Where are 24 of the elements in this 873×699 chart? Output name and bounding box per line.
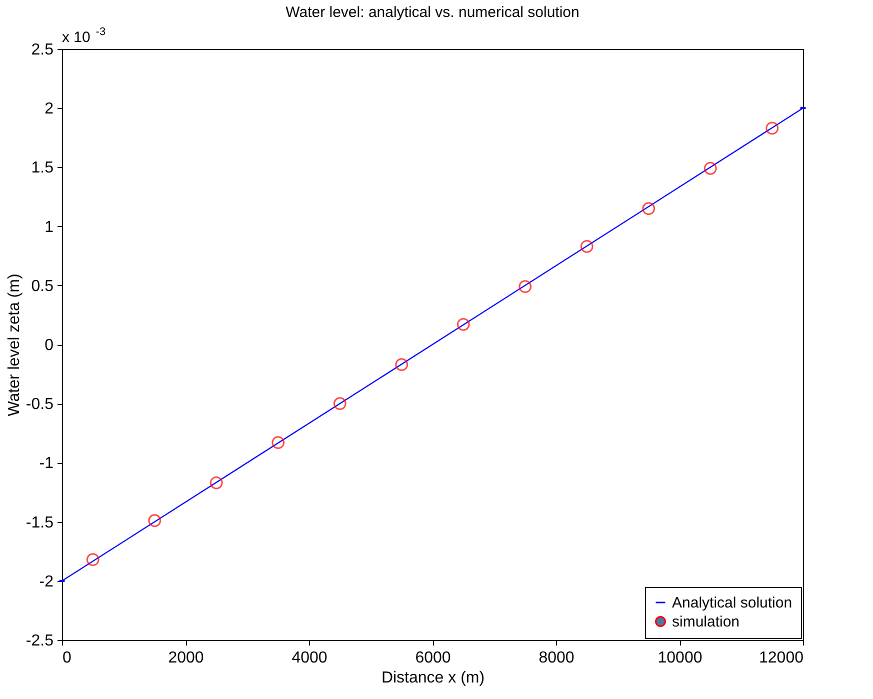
text: x 10-3 bbox=[62, 26, 106, 46]
x-axis-title: Distance x (m) bbox=[381, 670, 485, 686]
x-tick-label: 0 bbox=[62, 650, 72, 666]
chart-title: Water level: analytical vs. numerical solution bbox=[286, 4, 580, 21]
legend-label: simulation bbox=[672, 614, 740, 630]
x-tick-label: 2000 bbox=[168, 650, 204, 666]
x-tick-label: 4000 bbox=[292, 650, 328, 666]
y-tick-label: -1.5 bbox=[26, 514, 54, 532]
y-axis-title: Water level zeta (m) bbox=[6, 274, 23, 416]
y-tick-label: -2 bbox=[39, 573, 54, 590]
x-tick-label: 12000 bbox=[759, 650, 804, 666]
y-tick-label: 0 bbox=[44, 337, 54, 354]
x-tick-label: 6000 bbox=[415, 650, 451, 666]
x-tick-label: 10000 bbox=[658, 650, 702, 666]
x-tick-label: 8000 bbox=[538, 650, 574, 666]
y-tick-label: 0.5 bbox=[31, 278, 54, 295]
legend-label: Analytical solution bbox=[672, 594, 792, 612]
y-tick-label: 2.5 bbox=[31, 42, 54, 58]
y-tick-label: 2 bbox=[44, 100, 54, 118]
y-tick-label: 1.5 bbox=[31, 160, 54, 177]
y-tick-label: -1 bbox=[39, 455, 54, 472]
y-tick-label: -0.5 bbox=[26, 396, 54, 414]
y-tick-label: 1 bbox=[44, 218, 54, 236]
y-tick-label: -2.5 bbox=[26, 632, 54, 650]
